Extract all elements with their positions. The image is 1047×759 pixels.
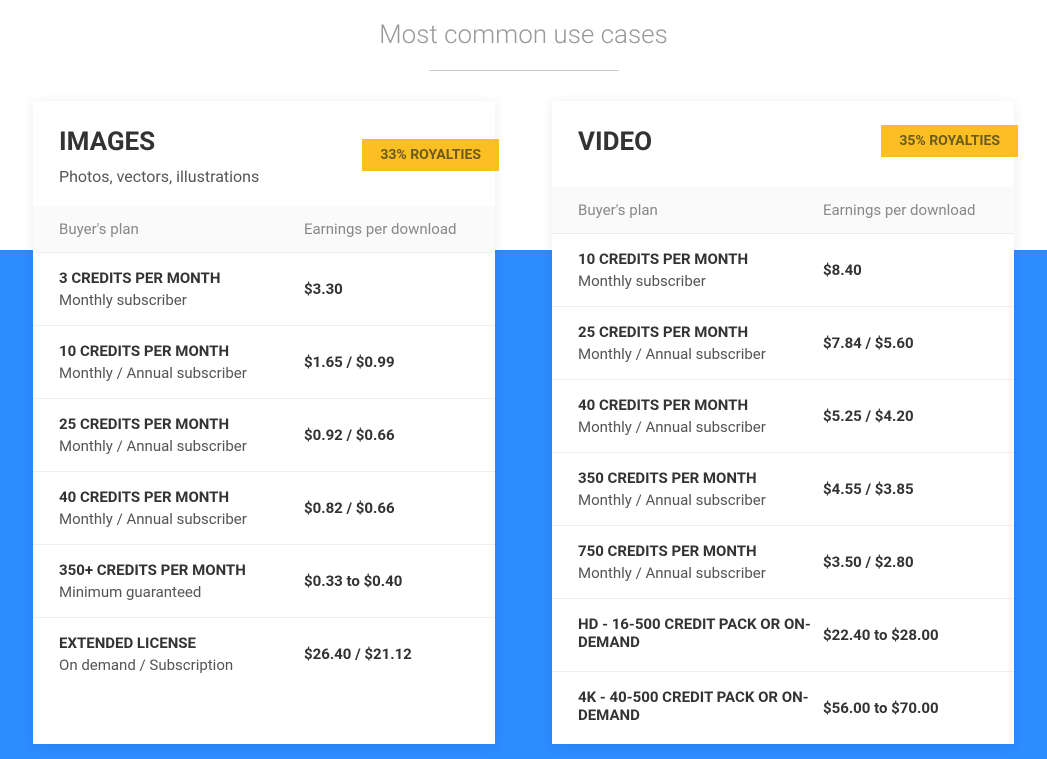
row-plan-container: 40 CREDITS PER MONTH Monthly / Annual su…	[59, 488, 304, 528]
row-type: Minimum guaranteed	[59, 583, 304, 601]
row-earnings: $5.25 / $4.20	[823, 407, 988, 425]
video-table-header-earnings: Earnings per download	[823, 201, 988, 219]
row-plan-container: HD - 16-500 CREDIT PACK OR ON-DEMAND	[578, 615, 823, 655]
row-plan: HD - 16-500 CREDIT PACK OR ON-DEMAND	[578, 615, 823, 651]
table-row: 350+ CREDITS PER MONTH Minimum guarantee…	[33, 544, 495, 617]
row-plan: 750 CREDITS PER MONTH	[578, 542, 823, 560]
table-row: 10 CREDITS PER MONTH Monthly subscriber …	[552, 233, 1014, 306]
table-row: EXTENDED LICENSE On demand / Subscriptio…	[33, 617, 495, 690]
table-row: 3 CREDITS PER MONTH Monthly subscriber $…	[33, 252, 495, 325]
images-royalty-badge: 33% ROYALTIES	[362, 139, 499, 171]
table-row: 40 CREDITS PER MONTH Monthly / Annual su…	[33, 471, 495, 544]
row-plan-container: 10 CREDITS PER MONTH Monthly / Annual su…	[59, 342, 304, 382]
video-table-header-plan: Buyer's plan	[578, 201, 823, 219]
row-earnings: $7.84 / $5.60	[823, 334, 988, 352]
row-type: Monthly / Annual subscriber	[578, 491, 823, 509]
row-plan: 350+ CREDITS PER MONTH	[59, 561, 304, 579]
images-card: IMAGES Photos, vectors, illustrations 33…	[33, 101, 495, 744]
video-card: VIDEO 35% ROYALTIES Buyer's plan Earning…	[552, 101, 1014, 744]
row-plan-container: 350 CREDITS PER MONTH Monthly / Annual s…	[578, 469, 823, 509]
row-plan: 25 CREDITS PER MONTH	[59, 415, 304, 433]
images-table-header: Buyer's plan Earnings per download	[33, 206, 495, 252]
row-earnings: $3.30	[304, 280, 469, 298]
row-earnings: $56.00 to $70.00	[823, 699, 988, 717]
table-row: 350 CREDITS PER MONTH Monthly / Annual s…	[552, 452, 1014, 525]
row-earnings: $0.92 / $0.66	[304, 426, 469, 444]
row-plan-container: 10 CREDITS PER MONTH Monthly subscriber	[578, 250, 823, 290]
row-earnings: $4.55 / $3.85	[823, 480, 988, 498]
row-plan: EXTENDED LICENSE	[59, 634, 304, 652]
images-table-header-earnings: Earnings per download	[304, 220, 469, 238]
table-row: 25 CREDITS PER MONTH Monthly / Annual su…	[33, 398, 495, 471]
row-type: Monthly subscriber	[59, 291, 304, 309]
images-card-header: IMAGES Photos, vectors, illustrations 33…	[33, 101, 495, 206]
table-row: 750 CREDITS PER MONTH Monthly / Annual s…	[552, 525, 1014, 598]
row-earnings: $0.33 to $0.40	[304, 572, 469, 590]
row-earnings: $0.82 / $0.66	[304, 499, 469, 517]
row-plan: 25 CREDITS PER MONTH	[578, 323, 823, 341]
row-plan: 10 CREDITS PER MONTH	[578, 250, 823, 268]
row-plan-container: 350+ CREDITS PER MONTH Minimum guarantee…	[59, 561, 304, 601]
page-title: Most common use cases	[0, 20, 1047, 50]
row-type: Monthly / Annual subscriber	[578, 418, 823, 436]
row-plan: 3 CREDITS PER MONTH	[59, 269, 304, 287]
row-plan-container: EXTENDED LICENSE On demand / Subscriptio…	[59, 634, 304, 674]
table-row: HD - 16-500 CREDIT PACK OR ON-DEMAND $22…	[552, 598, 1014, 671]
row-plan: 10 CREDITS PER MONTH	[59, 342, 304, 360]
table-row: 25 CREDITS PER MONTH Monthly / Annual su…	[552, 306, 1014, 379]
row-plan-container: 750 CREDITS PER MONTH Monthly / Annual s…	[578, 542, 823, 582]
row-type: On demand / Subscription	[59, 656, 304, 674]
cards-container: IMAGES Photos, vectors, illustrations 33…	[0, 101, 1047, 744]
row-plan-container: 40 CREDITS PER MONTH Monthly / Annual su…	[578, 396, 823, 436]
row-plan-container: 4K - 40-500 CREDIT PACK OR ON-DEMAND	[578, 688, 823, 728]
row-type: Monthly / Annual subscriber	[578, 564, 823, 582]
row-type: Monthly / Annual subscriber	[59, 364, 304, 382]
row-earnings: $1.65 / $0.99	[304, 353, 469, 371]
row-type: Monthly / Annual subscriber	[59, 510, 304, 528]
row-earnings: $3.50 / $2.80	[823, 553, 988, 571]
row-plan-container: 25 CREDITS PER MONTH Monthly / Annual su…	[578, 323, 823, 363]
row-plan: 350 CREDITS PER MONTH	[578, 469, 823, 487]
row-plan: 4K - 40-500 CREDIT PACK OR ON-DEMAND	[578, 688, 823, 724]
row-plan-container: 3 CREDITS PER MONTH Monthly subscriber	[59, 269, 304, 309]
video-royalty-badge: 35% ROYALTIES	[881, 125, 1018, 157]
header-section: Most common use cases	[0, 0, 1047, 101]
row-earnings: $22.40 to $28.00	[823, 626, 988, 644]
table-row: 40 CREDITS PER MONTH Monthly / Annual su…	[552, 379, 1014, 452]
video-table-header: Buyer's plan Earnings per download	[552, 187, 1014, 233]
table-row: 4K - 40-500 CREDIT PACK OR ON-DEMAND $56…	[552, 671, 1014, 744]
video-card-header: VIDEO 35% ROYALTIES	[552, 101, 1014, 187]
row-plan: 40 CREDITS PER MONTH	[59, 488, 304, 506]
row-plan: 40 CREDITS PER MONTH	[578, 396, 823, 414]
row-plan-container: 25 CREDITS PER MONTH Monthly / Annual su…	[59, 415, 304, 455]
row-earnings: $8.40	[823, 261, 988, 279]
row-earnings: $26.40 / $21.12	[304, 645, 469, 663]
row-type: Monthly / Annual subscriber	[59, 437, 304, 455]
table-row: 10 CREDITS PER MONTH Monthly / Annual su…	[33, 325, 495, 398]
images-table-header-plan: Buyer's plan	[59, 220, 304, 238]
row-type: Monthly / Annual subscriber	[578, 345, 823, 363]
row-type: Monthly subscriber	[578, 272, 823, 290]
divider	[429, 70, 619, 71]
